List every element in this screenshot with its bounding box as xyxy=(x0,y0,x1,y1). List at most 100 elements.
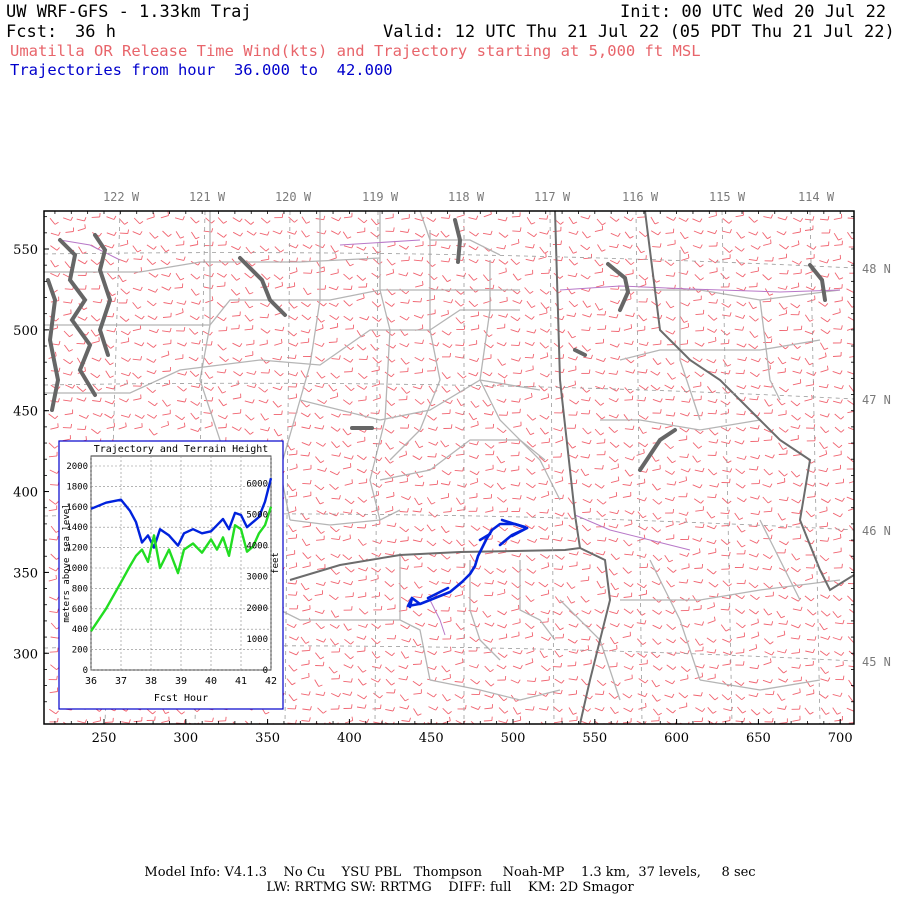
wind-barb-flag xyxy=(54,221,59,225)
wind-barb xyxy=(652,246,661,248)
wind-barb-flag xyxy=(168,272,172,277)
wind-barb-flag xyxy=(571,291,576,295)
wind-barb-flag xyxy=(447,279,452,283)
wind-barb-flag xyxy=(686,428,690,433)
wind-barb xyxy=(524,524,533,530)
wind-barb xyxy=(48,578,57,582)
wind-barb-flag xyxy=(585,599,590,603)
wind-barb-flag xyxy=(630,324,633,329)
wind-barb xyxy=(288,373,297,377)
wind-barb-flag xyxy=(351,704,353,709)
wind-barb-flag xyxy=(714,583,719,588)
wind-barb-flag xyxy=(363,635,367,640)
wind-barb-flag xyxy=(561,512,565,517)
wind-barb-flag xyxy=(474,303,479,308)
wind-barb xyxy=(329,326,338,330)
wind-barb xyxy=(497,581,506,585)
wind-barb-flag xyxy=(239,372,244,377)
wind-barb xyxy=(552,230,561,233)
wind-barb xyxy=(303,468,312,471)
wind-barb-flag xyxy=(279,356,283,361)
wind-barb xyxy=(133,258,142,260)
wind-barb xyxy=(191,231,197,240)
wind-barb-flag xyxy=(391,303,395,307)
wind-barb xyxy=(454,300,462,307)
wind-barb xyxy=(413,272,421,277)
wind-barb-flag xyxy=(533,233,538,237)
wind-barb-flag xyxy=(152,389,157,394)
wind-barb xyxy=(485,468,494,471)
wind-barb xyxy=(132,287,141,292)
wind-barb-flag xyxy=(405,442,409,446)
wind-barb xyxy=(63,217,71,221)
wind-barb xyxy=(497,610,505,616)
wind-barb-flag xyxy=(503,342,507,347)
wind-barb-flag xyxy=(729,229,732,234)
wind-barb xyxy=(429,483,438,486)
wind-barb-flag xyxy=(114,297,116,302)
wind-barb-flag xyxy=(277,728,281,730)
wind-barb-flag xyxy=(757,412,761,417)
wind-barb-flag xyxy=(376,233,381,238)
wind-barb xyxy=(203,386,212,391)
wind-barb xyxy=(330,553,339,559)
wind-barb-flag xyxy=(839,513,843,518)
longitude-label: 121 W xyxy=(189,190,226,204)
wind-barb xyxy=(316,539,325,541)
wind-barb-flag xyxy=(431,501,436,505)
wind-barb xyxy=(526,414,534,421)
wind-barb-flag xyxy=(656,487,661,491)
wind-barb xyxy=(709,666,718,670)
wind-barb xyxy=(412,455,420,461)
wind-barb-flag xyxy=(714,493,717,498)
wind-barb-flag xyxy=(420,385,423,390)
wind-barb xyxy=(804,525,811,532)
longitude-label: 114 W xyxy=(798,190,835,204)
wind-barb xyxy=(512,622,521,625)
wind-barb xyxy=(441,470,449,476)
wind-barb-flag xyxy=(631,551,634,556)
wind-barb-flag xyxy=(769,555,773,559)
wind-barb xyxy=(694,371,702,377)
wind-barb-flag xyxy=(435,453,437,458)
wind-barb xyxy=(778,442,784,450)
wind-barb-flag xyxy=(238,427,242,431)
wind-barb xyxy=(568,369,577,373)
wind-barb xyxy=(497,592,506,596)
wind-barb xyxy=(303,594,310,602)
wind-barb-flag xyxy=(600,402,605,406)
wind-barb-flag xyxy=(698,445,703,449)
wind-barb xyxy=(399,315,407,321)
wind-barb xyxy=(50,664,57,671)
wind-barb xyxy=(751,635,759,639)
wind-barb xyxy=(707,328,715,333)
wind-barb xyxy=(497,358,503,366)
wind-barb xyxy=(455,356,463,359)
wind-barb xyxy=(721,694,729,701)
wind-barb xyxy=(806,371,815,377)
wind-barb-flag xyxy=(716,664,719,669)
wind-barb xyxy=(401,471,408,477)
wind-barb-flag xyxy=(56,247,60,251)
wind-barb xyxy=(834,651,842,656)
wind-barb-flag xyxy=(55,710,59,715)
wind-barb-flag xyxy=(602,370,606,375)
wind-barb-flag xyxy=(699,484,703,489)
wind-barb xyxy=(594,399,601,406)
wind-barb xyxy=(526,650,535,654)
wind-barb-flag xyxy=(614,695,619,699)
wind-barb xyxy=(428,358,437,362)
wind-barb-flag xyxy=(293,305,298,309)
wind-barb-flag xyxy=(517,679,521,684)
wind-barb-flag xyxy=(404,698,409,702)
wind-barb xyxy=(819,540,828,542)
wind-barb-flag xyxy=(336,392,339,397)
wind-barb xyxy=(469,231,477,237)
wind-barb-flag xyxy=(839,533,842,538)
wind-barb xyxy=(401,496,409,501)
wind-barb xyxy=(722,720,731,723)
wind-barb xyxy=(427,313,436,316)
wind-barb-flag xyxy=(433,693,437,698)
wind-barb-flag xyxy=(336,528,340,533)
wind-barb xyxy=(161,354,170,358)
